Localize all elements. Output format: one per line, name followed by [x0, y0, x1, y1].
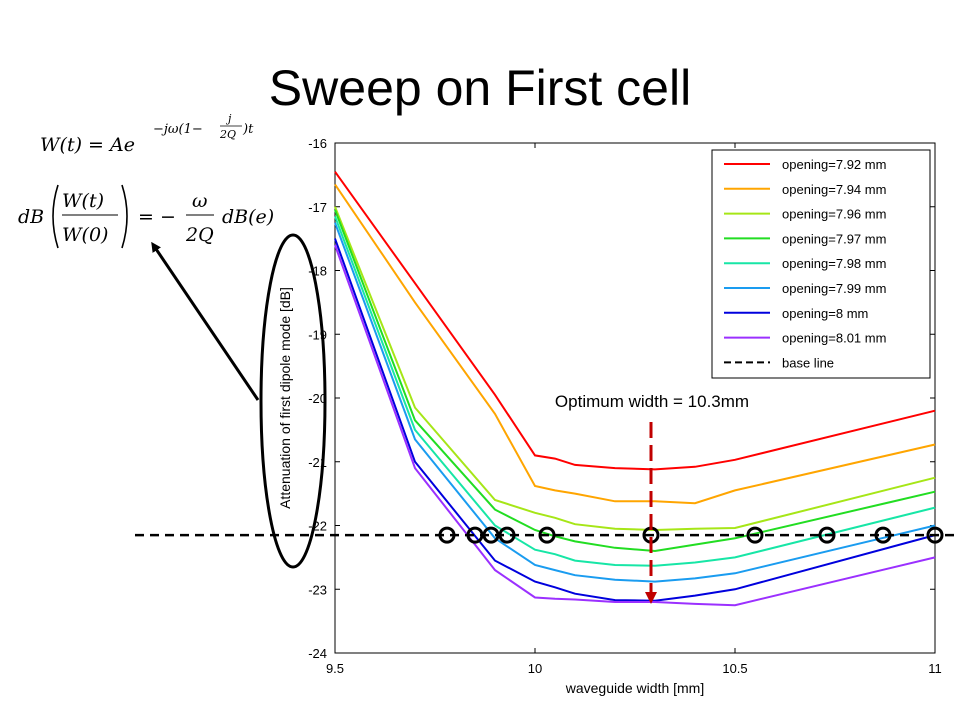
y-tick-label: -24	[308, 646, 327, 661]
equation-1-exponent-suffix: )t	[242, 122, 254, 137]
equation-2-denominator: W(0)	[62, 224, 108, 246]
ylabel-to-equation-arrow	[151, 241, 260, 401]
legend-label: base line	[782, 355, 834, 370]
equation-db-ratio: dB W(t) W(0) = − ω 2Q dB(e)	[18, 184, 274, 249]
equation-2-left-paren	[52, 184, 59, 249]
intersection-marker	[746, 526, 764, 544]
x-axis-label: waveguide width [mm]	[565, 680, 705, 696]
intersection-marker	[498, 526, 516, 544]
optimum-annotation: Optimum width = 10.3mm	[555, 392, 749, 604]
y-tick-label: -19	[308, 327, 327, 342]
intersection-marker	[874, 526, 892, 544]
series-line-5	[334, 215, 936, 567]
intersection-markers	[438, 526, 944, 544]
equation-2-db: dB	[18, 206, 44, 228]
series-lines	[334, 171, 936, 607]
legend: opening=7.92 mm opening=7.94 mm opening=7.…	[711, 149, 931, 379]
intersection-marker	[482, 526, 500, 544]
y-tick-label: -18	[308, 264, 327, 279]
intersection-marker	[438, 526, 456, 544]
y-axis-label: Attenuation of first dipole mode [dB]	[277, 287, 293, 509]
equation-1-lhs: W(t) = Ae	[40, 134, 135, 156]
x-tick-label: 11	[928, 661, 942, 676]
intersection-marker	[818, 526, 836, 544]
y-tick-label: -20	[308, 391, 327, 406]
y-tick-label: -22	[308, 519, 327, 534]
legend-label: opening=7.98 mm	[782, 256, 886, 271]
legend-label: opening=7.96 mm	[782, 207, 886, 222]
legend-label: opening=7.99 mm	[782, 281, 886, 296]
legend-label: opening=8.01 mm	[782, 331, 886, 346]
equation-2-rhs: dB(e)	[222, 206, 274, 228]
y-tick-label: -23	[308, 582, 327, 597]
ylabel-highlight-ellipse	[259, 233, 327, 569]
equation-2-equals: = −	[138, 206, 176, 228]
equation-2-omega: ω	[192, 190, 208, 212]
x-tick-label: 10.5	[722, 661, 747, 676]
x-tick-label: 10	[528, 661, 542, 676]
equation-2-right-paren	[121, 184, 128, 249]
equation-1-exponent-denominator: 2Q	[219, 128, 236, 141]
legend-label: opening=8 mm	[782, 306, 868, 321]
y-tick-label: -16	[308, 136, 327, 151]
optimum-width-label: Optimum width = 10.3mm	[555, 392, 749, 411]
equation-2-2q: 2Q	[185, 224, 214, 246]
intersection-marker	[538, 526, 556, 544]
y-tick-label: -17	[308, 200, 327, 215]
equation-attenuation-model: W(t) = Ae −jω(1− j 2Q )t	[40, 112, 254, 156]
intersection-marker	[466, 526, 484, 544]
series-line-2	[334, 183, 936, 505]
series-line-4	[334, 209, 936, 553]
series-line-1	[334, 171, 936, 471]
slide-title: Sweep on First cell	[268, 60, 692, 116]
series-line-6	[334, 222, 936, 583]
legend-label: opening=7.97 mm	[782, 231, 886, 246]
series-line-3	[334, 206, 936, 532]
legend-label: opening=7.94 mm	[782, 182, 886, 197]
x-tick-label: 9.5	[326, 661, 344, 676]
equation-1-exponent-prefix: −jω(1−	[153, 122, 203, 137]
equation-2-numerator: W(t)	[62, 190, 104, 212]
legend-label: opening=7.92 mm	[782, 157, 886, 172]
equation-1-exponent-numerator: j	[225, 112, 232, 125]
x-axis: 9.5 10 10.5 11	[326, 143, 942, 676]
y-axis: -16 -17 -18 -19 -20 -21 -22 -23 -24	[308, 136, 935, 661]
y-tick-label: -21	[308, 455, 327, 470]
series-line-7	[334, 238, 936, 602]
intersection-marker	[926, 526, 944, 544]
